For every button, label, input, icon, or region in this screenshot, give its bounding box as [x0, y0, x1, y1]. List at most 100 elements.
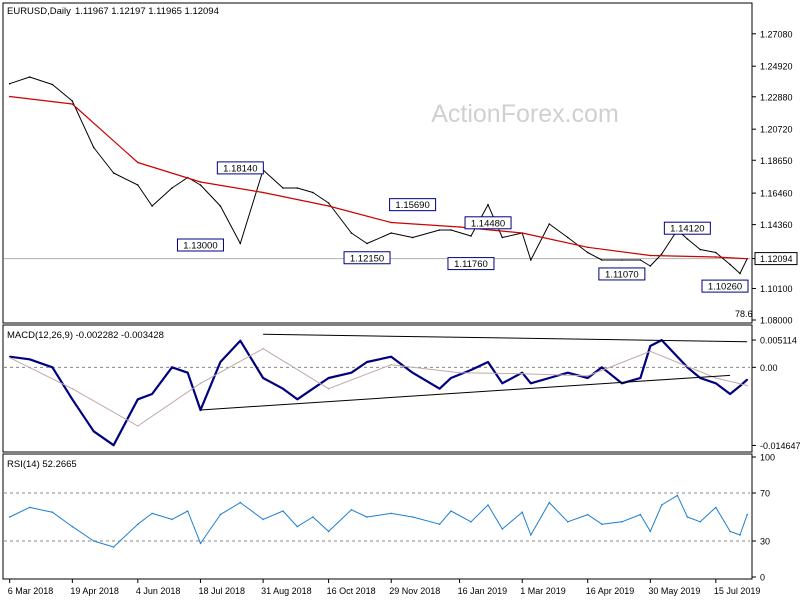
rsi-point	[501, 528, 504, 530]
signal-point	[8, 356, 11, 359]
rsi-point	[51, 511, 54, 513]
signal-point	[262, 347, 264, 350]
macd-point	[151, 393, 153, 395]
price-point	[470, 235, 472, 237]
price-point	[199, 184, 202, 186]
rsi-point	[487, 504, 489, 506]
rsi-line	[9, 494, 748, 548]
rsi-point	[366, 516, 368, 518]
macd-point	[296, 398, 299, 401]
macd-point	[262, 377, 264, 379]
price-point	[151, 205, 153, 207]
rsi-point	[239, 501, 242, 504]
macd-point	[312, 387, 314, 390]
price-point	[621, 259, 623, 261]
price-annotation-label: 1.13000	[183, 241, 217, 252]
macd-point	[171, 366, 173, 369]
rsi-point	[262, 518, 264, 521]
x-tick-label: 31 Aug 2018	[261, 586, 312, 596]
rsi-point	[282, 510, 284, 512]
macd-point	[739, 385, 741, 387]
macd-point	[137, 398, 139, 401]
sma-point	[521, 232, 523, 234]
price-point	[366, 242, 368, 245]
rsi-point	[186, 510, 189, 512]
price-point	[137, 184, 139, 186]
price-tick-label: 1.18650	[760, 156, 793, 166]
macd-tick-label: 0.00	[760, 363, 778, 373]
axis-layer: 1.27080 1.24920 1.22880 1.20720 1.18650 1.164…	[8, 29, 800, 596]
watermark: ActionForex.com	[431, 100, 619, 128]
rsi-point	[450, 510, 452, 512]
rsi-point	[530, 534, 532, 536]
rsi-title: RSI(14) 52.2665	[7, 459, 77, 470]
rsi-point	[586, 513, 589, 516]
macd-point	[746, 378, 748, 381]
sma-line	[9, 95, 748, 260]
macd-point	[282, 387, 284, 390]
macd-point	[548, 377, 551, 379]
rsi-point	[219, 513, 222, 516]
rsi-point	[686, 516, 689, 518]
sma-point	[71, 103, 74, 105]
macd-point	[28, 358, 31, 361]
price-point	[660, 253, 663, 255]
price-tick-label: 1.24920	[760, 62, 793, 72]
price-point	[239, 242, 242, 245]
price-point	[438, 229, 441, 231]
x-tick-label: 29 Nov 2018	[389, 586, 440, 596]
macd-point	[567, 371, 569, 374]
price-point	[567, 236, 569, 239]
price-point	[686, 238, 689, 240]
rsi-point	[296, 525, 299, 528]
rsi-point	[137, 523, 139, 525]
price-annotation-label: 1.12150	[350, 253, 384, 264]
price-tick-label: 1.27080	[760, 29, 793, 39]
price-point	[411, 236, 414, 239]
signal-point	[199, 382, 202, 385]
price-point	[501, 236, 504, 239]
rsi-point	[676, 494, 679, 497]
signal-point	[71, 387, 74, 390]
price-tick-label: 1.20720	[760, 125, 793, 135]
signal-point	[137, 425, 139, 427]
sma-point	[715, 256, 717, 258]
rsi-point	[390, 512, 393, 515]
price-point	[327, 202, 330, 204]
price-point	[92, 146, 95, 149]
price-annotation-box	[176, 238, 224, 252]
macd-point	[327, 377, 330, 379]
rsi-point	[739, 534, 741, 536]
price-annotation-label: 1.14480	[471, 218, 505, 229]
price-point	[390, 232, 393, 234]
rsi-point	[312, 516, 314, 518]
rsi-point	[171, 518, 173, 521]
price-point	[487, 203, 489, 206]
macd-point	[350, 371, 353, 374]
macd-point	[71, 398, 74, 401]
macd-point	[390, 355, 393, 358]
macd-title: MACD(12,26,9) -0.002282 -0.003428	[7, 330, 164, 341]
macd-line	[9, 339, 748, 447]
x-tick-label: 18 Jul 2018	[198, 586, 245, 596]
price-point	[112, 172, 115, 174]
rsi-point	[438, 523, 441, 525]
fib-level-label: 78.6	[735, 309, 753, 319]
price-annotation-label: 1.11760	[454, 259, 488, 270]
price-point	[530, 259, 532, 261]
macd-tick-label: 0.005114	[760, 336, 797, 346]
current-price-box	[754, 252, 798, 266]
price-annotation-box	[343, 251, 391, 265]
rsi-point	[548, 501, 551, 504]
price-point	[715, 251, 717, 254]
price-annotation-box	[598, 267, 646, 281]
annotation-layer: 1.18140 1.13000 1.15690 1.12150 1.14480 1.117…	[176, 161, 749, 293]
signal-point	[458, 371, 461, 374]
price-panel-frame	[2, 2, 753, 324]
macd-point	[112, 444, 115, 447]
rsi-point	[92, 540, 95, 542]
macd-point	[186, 371, 189, 374]
rsi-point	[28, 506, 31, 509]
price-point	[649, 265, 652, 267]
